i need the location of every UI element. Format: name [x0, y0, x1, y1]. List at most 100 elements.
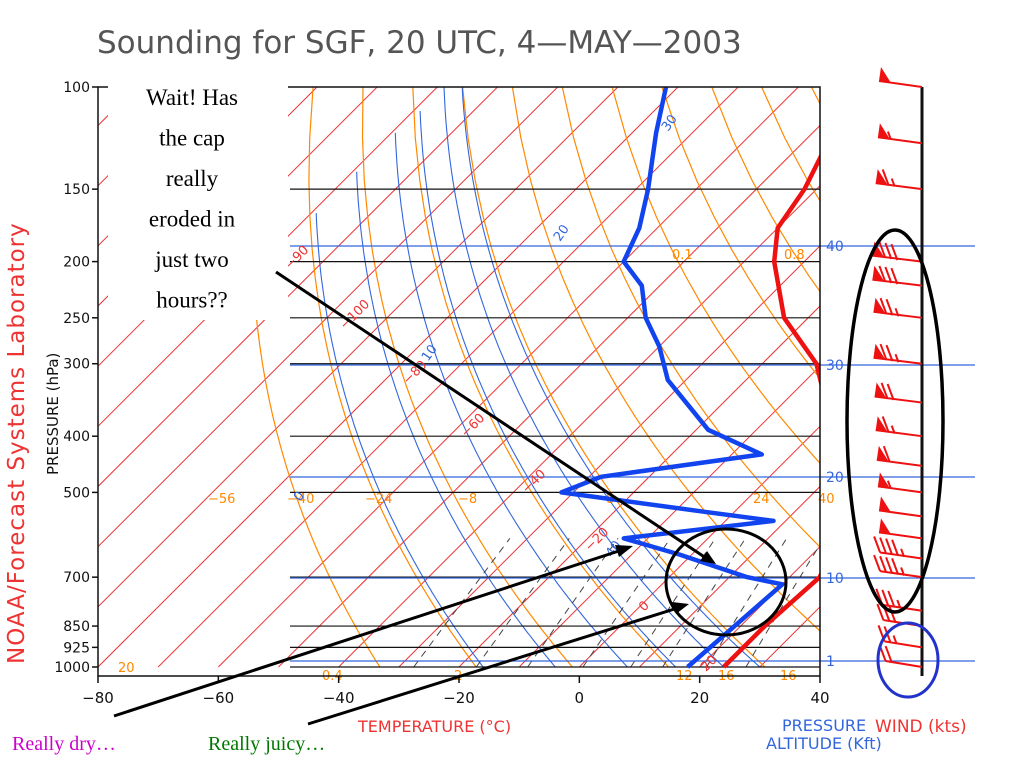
dry-adiabat-label: −40 — [287, 492, 314, 507]
arrow-juicy — [307, 604, 685, 726]
wind-barb-feather — [885, 344, 894, 362]
wind-barb-feather — [885, 538, 894, 556]
x-tick-label: −20 — [443, 689, 475, 707]
mixing-ratio-label: 20 — [118, 661, 135, 676]
annotations: Wait! Has the cap really eroded in just two h… — [12, 80, 945, 755]
pressure-tick-label: 925 — [63, 640, 90, 656]
wind-barb-flag — [875, 169, 888, 186]
wind-barb — [872, 265, 923, 287]
wind-barb-flag — [879, 67, 891, 83]
agency-side-label: NOAA/Forecast Systems Laboratory — [4, 222, 30, 664]
wind-barb-feather — [891, 558, 900, 575]
x-tick-label: 20 — [690, 689, 709, 707]
isotherm-line — [217, 87, 799, 668]
isotherm-line — [98, 87, 198, 187]
moist-adiabat-grid — [315, 87, 761, 668]
isotherm-line — [157, 87, 739, 668]
wind-barb — [873, 343, 923, 365]
y-axis-label: PRESSURE (hPa) — [44, 353, 62, 475]
wind-barb — [878, 644, 923, 668]
wind-barb-flag — [879, 518, 891, 535]
wind-barb-feather — [884, 266, 893, 284]
moist-adiabat-line — [356, 171, 556, 668]
wind-barb-flag — [877, 123, 890, 140]
dry-adiabat-line — [1011, 87, 1024, 667]
altitude-tick-label: 20 — [826, 470, 844, 486]
isotherm-line — [458, 305, 820, 668]
wind-barb — [873, 554, 923, 579]
wind-barb — [875, 588, 923, 612]
wind-barb-feather — [884, 645, 893, 663]
question-line: the cap — [159, 126, 225, 151]
arrow-dry — [113, 546, 629, 718]
mixing-ratio-label: 0.8 — [784, 248, 805, 263]
isotherm-line — [338, 184, 820, 668]
dry-adiabat-line — [911, 87, 1024, 667]
wind-barb-feather — [887, 590, 896, 608]
moist-adiabat-line — [315, 213, 484, 668]
dry-adiabat-line — [961, 87, 1024, 667]
wind-barb-feather — [888, 605, 897, 623]
wind-barb — [878, 518, 923, 540]
dry-adiabat-line — [361, 87, 573, 668]
altitude-tick-label: 30 — [826, 358, 844, 374]
dry-adiabat-line — [412, 87, 670, 668]
wind-barb-feather — [891, 539, 900, 557]
wind-barb-feather — [881, 589, 890, 607]
x-tick-label: −60 — [203, 689, 235, 707]
isotherm-line — [98, 87, 619, 608]
altitude-tick-label: 40 — [826, 239, 844, 255]
isotherm-line — [98, 87, 498, 488]
wind-barb-feather — [876, 603, 885, 621]
mixing-ratio-line — [413, 538, 511, 668]
dry-adiabat-label: 24 — [753, 492, 770, 507]
wind-barb-feather — [890, 243, 899, 261]
mixing-ratio-line — [706, 538, 788, 668]
isotherm-line — [578, 425, 820, 668]
isotherm-line — [98, 87, 559, 548]
wind-barb — [877, 123, 923, 145]
wind-barb-feather — [878, 265, 887, 283]
arrow-question-to-cap — [275, 270, 713, 564]
wind-barb-half-feather — [892, 635, 898, 644]
dry-adiabat-grid — [251, 87, 1024, 668]
wind-barb-flag — [876, 445, 889, 462]
question-text: Wait! Has the cap really eroded in just two h… — [146, 85, 238, 313]
arrowhead-dry — [615, 545, 633, 557]
wind-barb — [874, 382, 923, 404]
pressure-tick-label: 700 — [63, 570, 90, 586]
x-tick-label: 40 — [810, 689, 829, 707]
mixing-ratio-line — [475, 538, 570, 668]
wind-barb-feather — [885, 556, 894, 574]
altitude-tick-label: 10 — [826, 571, 844, 587]
wind-barb-feather — [879, 297, 888, 315]
right-axis-label-altitude: ALTITUDE (Kft) — [766, 734, 882, 753]
wind-barb — [877, 472, 923, 494]
wind-barb-feather — [880, 382, 889, 400]
moist-adiabat-line — [394, 132, 628, 668]
pressure-tick-label: 500 — [63, 485, 90, 501]
wind-barb-flag — [879, 496, 891, 513]
pressure-tick-label: 1000 — [54, 660, 90, 676]
wind-barb-feather — [890, 267, 899, 285]
pressure-tick-label: 300 — [63, 357, 90, 373]
mixing-ratio-line — [527, 538, 619, 668]
wind-barb-half-feather — [894, 307, 900, 317]
lower-winds-ellipse — [876, 621, 940, 699]
wind-barb — [875, 416, 923, 438]
wind-barb-half-feather — [886, 131, 892, 140]
wind-barb-feather — [879, 555, 888, 573]
question-line: just two — [154, 247, 228, 272]
wind-barb-half-feather — [896, 599, 902, 609]
annotation-really-juicy: Really juicy… — [208, 733, 325, 755]
wind-barb-flag — [873, 343, 886, 360]
pressure-tick-label: 100 — [63, 80, 90, 96]
x-axis-label: TEMPERATURE (°C) — [357, 717, 511, 736]
isotherm-line — [518, 365, 820, 668]
wind-barb-flag — [877, 472, 890, 489]
wind-barb — [876, 445, 923, 467]
wind-barb-feather — [881, 416, 890, 433]
dry-adiabat-line — [761, 87, 820, 203]
wind-barb-feather — [885, 298, 894, 316]
